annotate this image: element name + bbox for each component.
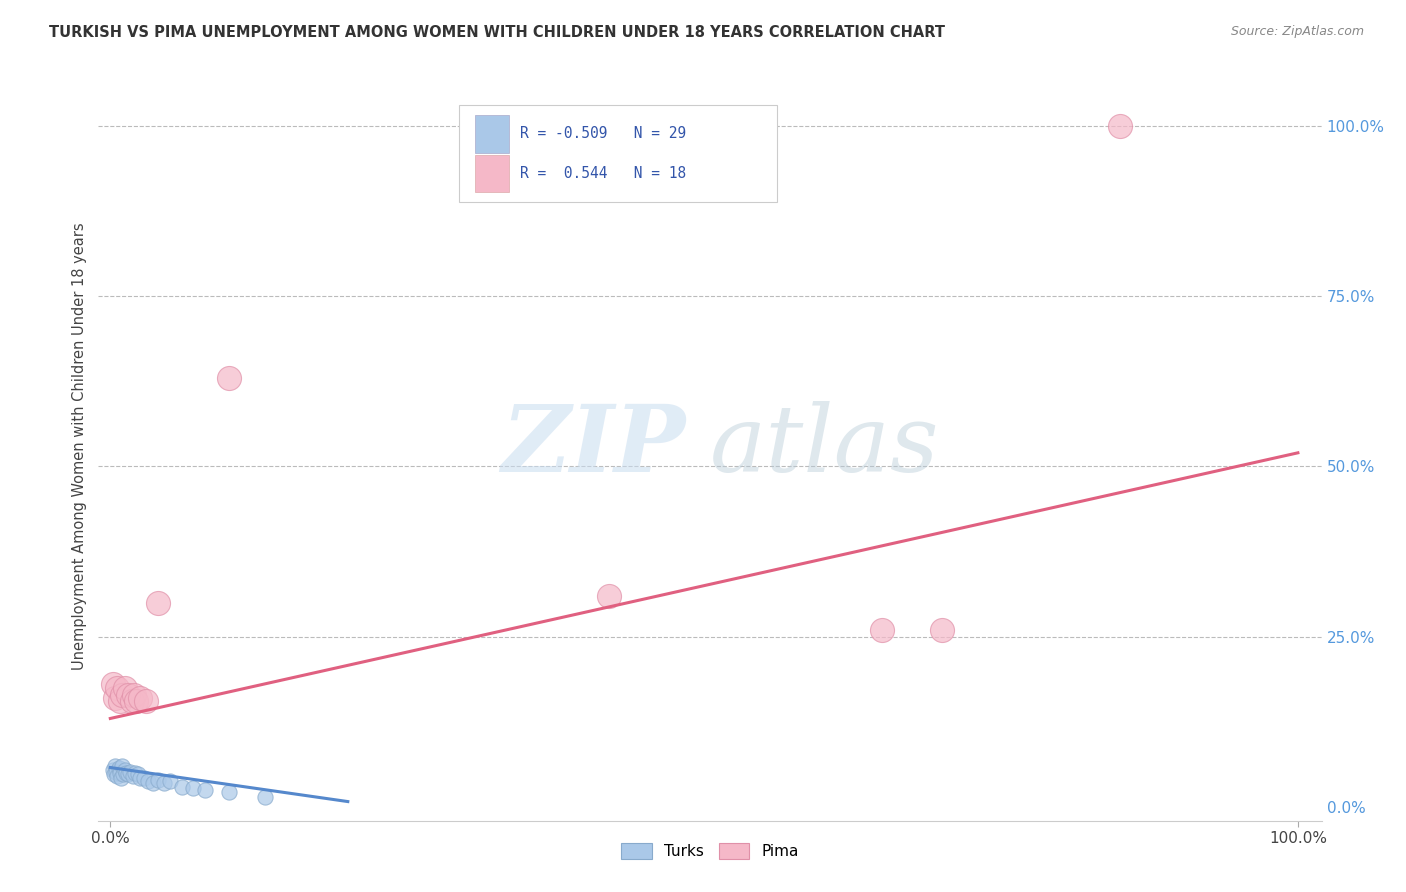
Point: [598, 589, 620, 603]
Point: [129, 691, 152, 706]
Point: [170, 780, 193, 794]
Point: [101, 763, 124, 777]
Point: [135, 694, 157, 708]
Text: ZIP: ZIP: [502, 401, 686, 491]
Point: [129, 771, 152, 785]
Point: [194, 783, 217, 797]
Point: [114, 681, 136, 695]
Point: [103, 767, 125, 781]
Text: TURKISH VS PIMA UNEMPLOYMENT AMONG WOMEN WITH CHILDREN UNDER 18 YEARS CORRELATIO: TURKISH VS PIMA UNEMPLOYMENT AMONG WOMEN…: [49, 25, 945, 40]
Point: [111, 759, 134, 773]
Point: [132, 772, 155, 786]
Point: [107, 681, 129, 695]
Point: [101, 677, 124, 691]
Point: [870, 623, 893, 637]
Point: [127, 767, 149, 781]
Point: [146, 596, 169, 610]
Point: [146, 772, 169, 787]
FancyBboxPatch shape: [460, 105, 778, 202]
Point: [931, 623, 953, 637]
Text: Source: ZipAtlas.com: Source: ZipAtlas.com: [1230, 25, 1364, 38]
Point: [253, 789, 276, 804]
Text: R = -0.509   N = 29: R = -0.509 N = 29: [520, 127, 686, 142]
Point: [108, 766, 131, 780]
Point: [124, 766, 146, 780]
Point: [107, 760, 129, 774]
Point: [125, 694, 148, 708]
Point: [112, 767, 135, 781]
Point: [218, 371, 240, 385]
Point: [114, 766, 136, 780]
Text: atlas: atlas: [710, 401, 939, 491]
Point: [104, 759, 127, 773]
Bar: [475, 155, 509, 193]
Point: [121, 769, 143, 783]
Point: [120, 764, 142, 779]
Point: [111, 688, 134, 702]
Point: [218, 785, 240, 799]
Point: [117, 688, 139, 702]
Point: [159, 774, 181, 789]
Text: R =  0.544   N = 18: R = 0.544 N = 18: [520, 166, 686, 181]
Legend: Turks, Pima: Turks, Pima: [614, 838, 806, 865]
Point: [136, 774, 159, 789]
Point: [142, 776, 165, 790]
Point: [107, 769, 129, 783]
Point: [105, 764, 128, 779]
Point: [114, 763, 136, 777]
Point: [110, 771, 132, 785]
Point: [104, 691, 127, 706]
Point: [183, 780, 205, 795]
Point: [122, 688, 145, 702]
Bar: [475, 115, 509, 153]
Point: [152, 776, 174, 790]
Point: [1108, 119, 1130, 133]
Point: [117, 767, 139, 781]
Point: [108, 694, 131, 708]
Point: [121, 694, 143, 708]
Y-axis label: Unemployment Among Women with Children Under 18 years: Unemployment Among Women with Children U…: [72, 222, 87, 670]
